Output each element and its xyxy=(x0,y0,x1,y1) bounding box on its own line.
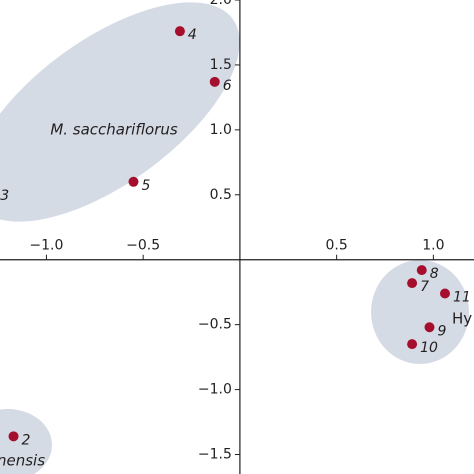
x-tick-label: −1.0 xyxy=(29,238,63,254)
group-ellipse xyxy=(0,409,52,474)
point-label: 2 xyxy=(22,432,31,448)
point-label: 9 xyxy=(438,323,447,339)
group-ellipse xyxy=(0,2,240,222)
point xyxy=(407,278,418,289)
point-label: 6 xyxy=(223,78,232,94)
annotation: nensis xyxy=(0,452,45,470)
point xyxy=(128,176,139,187)
y-tick-label: −1.5 xyxy=(198,447,232,463)
x-tick-label: −0.5 xyxy=(126,238,160,254)
y-tick-label: −0.5 xyxy=(198,317,232,333)
point-label: 11 xyxy=(453,289,471,305)
point xyxy=(8,431,19,442)
y-tick-label: 0.5 xyxy=(210,187,232,203)
point xyxy=(209,76,220,87)
point-label: 4 xyxy=(188,27,197,43)
y-tick-label: 1.5 xyxy=(210,57,232,73)
x-tick-label: 0.5 xyxy=(326,238,348,254)
x-tick-label: 1.0 xyxy=(422,238,444,254)
point xyxy=(439,288,450,299)
point-label: 10 xyxy=(420,340,438,356)
y-tick-label: 2.0 xyxy=(210,0,232,8)
y-tick-label: −1.0 xyxy=(198,382,232,398)
point-label: 5 xyxy=(141,178,150,194)
point xyxy=(407,339,418,350)
group-ellipse xyxy=(371,260,469,364)
annotation: M. sacchariflorus xyxy=(50,121,178,139)
point-label: 3 xyxy=(0,188,9,204)
point xyxy=(416,265,427,276)
annotation: Hy xyxy=(452,310,472,328)
point xyxy=(424,322,435,333)
y-tick-label: 1.0 xyxy=(210,122,232,138)
point-label: 7 xyxy=(420,279,429,295)
point-label: 8 xyxy=(430,266,439,282)
point xyxy=(174,26,185,37)
